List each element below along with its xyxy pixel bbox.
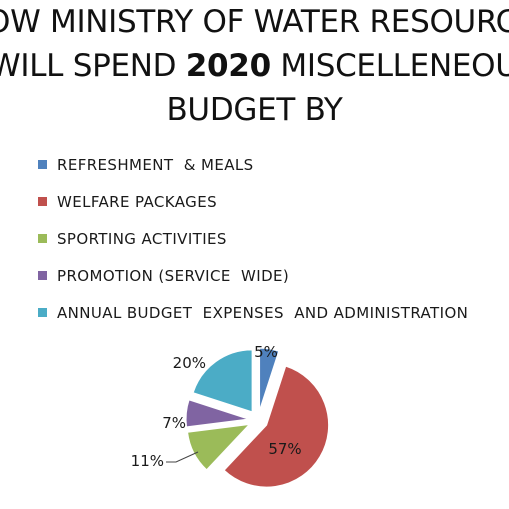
chart-legend: REFRESHMENT & MEALS WELFARE PACKAGES SPO… [38,146,468,331]
pie-slice-refreshment [259,347,280,411]
legend-item-welfare: WELFARE PACKAGES [38,183,468,220]
legend-item-annual-budget: ANNUAL BUDGET EXPENSES AND ADMINISTRATIO… [38,294,468,331]
leader-line-sporting [166,451,199,463]
data-label-annual-budget: 20% [173,354,206,372]
legend-label: PROMOTION (SERVICE WIDE) [57,266,290,285]
pie-slice-sporting [187,423,251,471]
legend-label: REFRESHMENT & MEALS [57,155,254,174]
legend-item-refreshment: REFRESHMENT & MEALS [38,146,468,183]
pie-slice-promotion [185,399,249,428]
pie-slice-annual-budget [192,349,253,413]
legend-swatch [38,271,47,280]
legend-label: ANNUAL BUDGET EXPENSES AND ADMINISTRATIO… [57,303,469,322]
data-label-promotion: 7% [162,414,186,432]
legend-label: WELFARE PACKAGES [57,192,217,211]
data-label-welfare: 57% [268,440,301,458]
pie-slice-welfare [223,365,330,488]
title-line-2-start: WILL SPEND [0,48,186,84]
legend-swatch [38,160,47,169]
legend-label: SPORTING ACTIVITIES [57,229,227,248]
title-line-2: WILL SPEND 2020 MISCELLENEOUS [0,48,509,84]
title-line-1: OW MINISTRY OF WATER RESOURC [0,4,509,40]
legend-swatch [38,197,47,206]
data-label-sporting: 11% [131,452,164,470]
legend-item-promotion: PROMOTION (SERVICE WIDE) [38,257,468,294]
title-year: 2020 [185,48,271,84]
chart-title: OW MINISTRY OF WATER RESOURC WILL SPEND … [0,0,509,140]
title-line-2-end: MISCELLENEOUS [280,48,509,84]
data-label-refreshment: 5% [254,343,278,361]
legend-swatch [38,308,47,317]
legend-item-sporting: SPORTING ACTIVITIES [38,220,468,257]
title-line-3: BUDGET BY [166,92,343,128]
legend-swatch [38,234,47,243]
